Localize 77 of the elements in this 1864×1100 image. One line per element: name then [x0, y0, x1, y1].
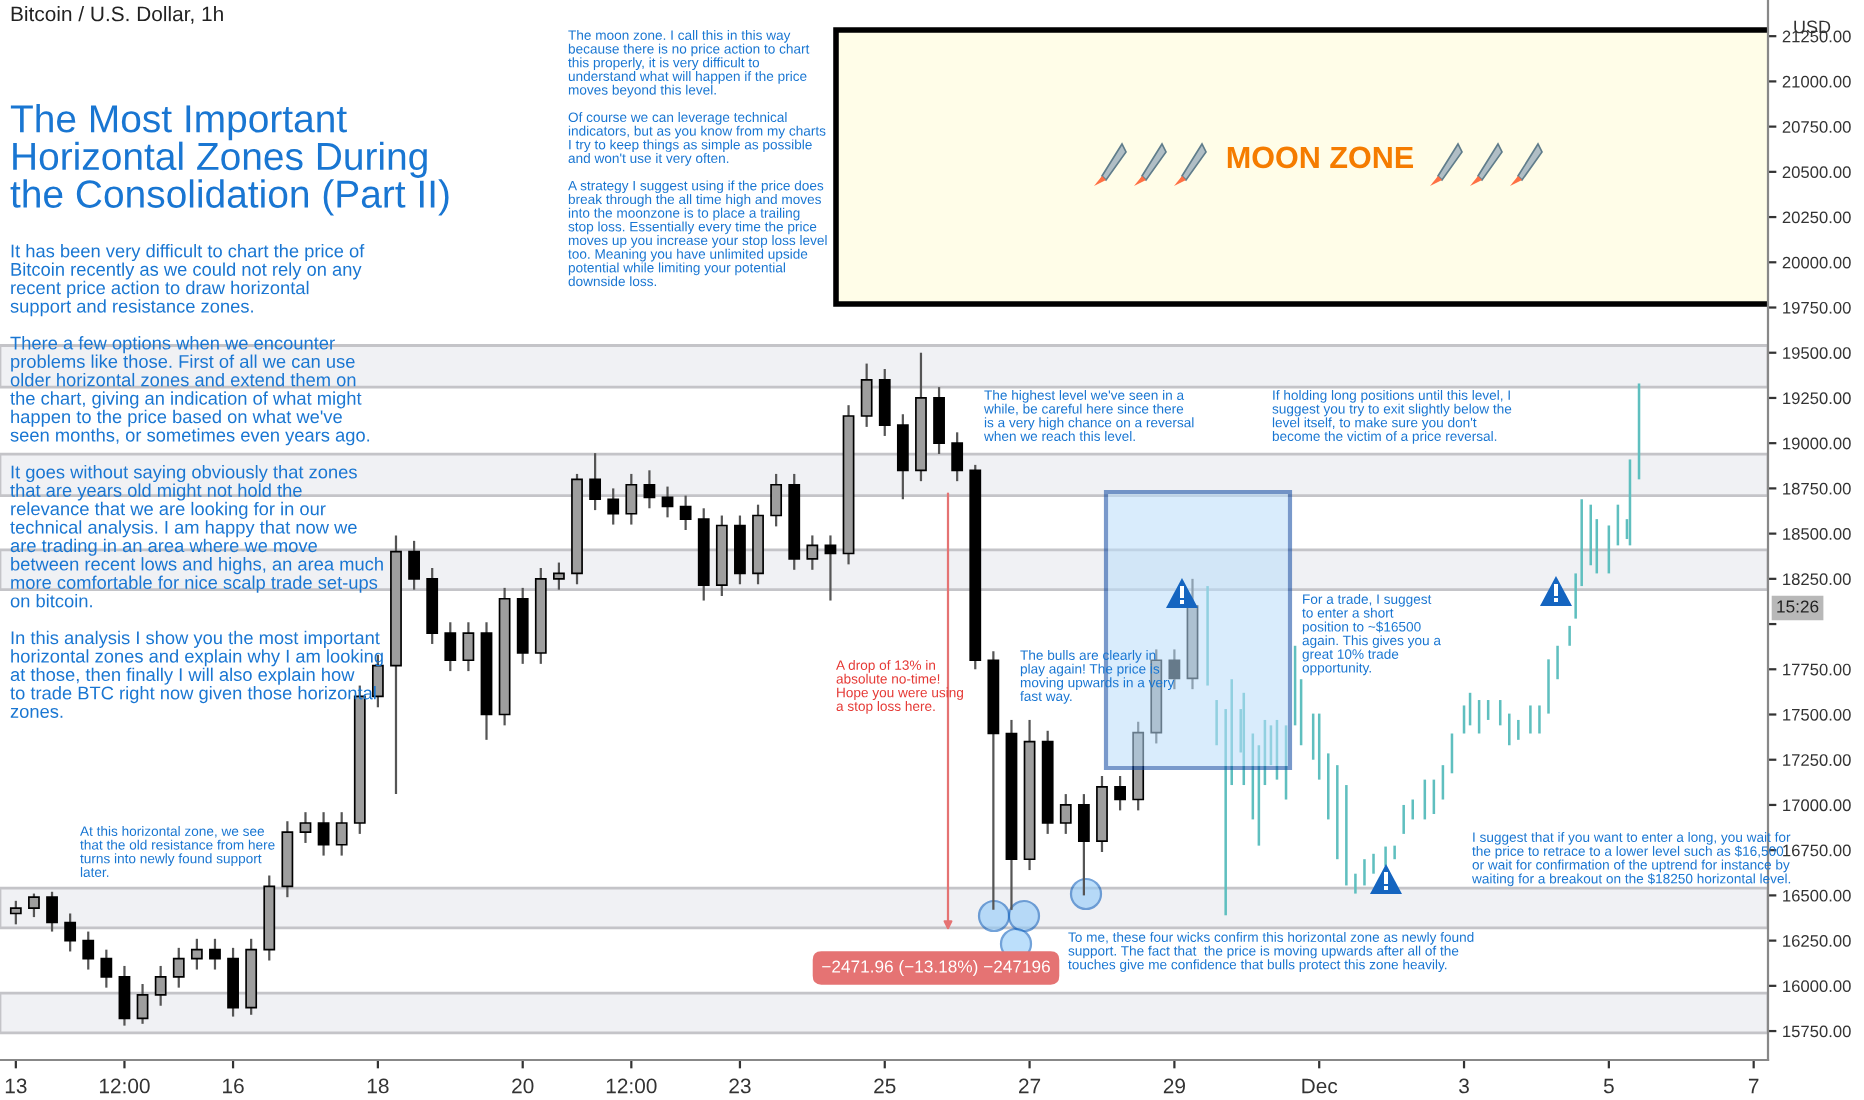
candlestick: [951, 431, 964, 483]
candlestick: [1059, 792, 1072, 835]
candlestick: [100, 948, 113, 989]
candlestick: [136, 982, 149, 1025]
candlestick: [607, 487, 620, 526]
x-tick-label: 12:00: [99, 1078, 150, 1094]
y-tick-label: 21000.00: [1782, 75, 1851, 88]
annotation: MOON ZONE: [1227, 146, 1414, 169]
y-tick-label: 21250.00: [1782, 30, 1851, 43]
candlestick: [806, 534, 819, 571]
candlestick: [860, 362, 873, 428]
candlestick: [1114, 774, 1126, 812]
candlestick: [1077, 792, 1090, 897]
candlestick: [444, 621, 457, 673]
x-tick-label: 16: [223, 1078, 244, 1094]
y-tick-label: 18750.00: [1783, 482, 1851, 495]
x-tick-label: 23: [729, 1078, 751, 1094]
candlestick: [408, 539, 420, 591]
x-tick-label: 12:00: [606, 1078, 657, 1094]
candlestick: [317, 811, 330, 857]
y-tick-label: 17000.00: [1783, 799, 1851, 812]
candlestick: [9, 899, 22, 926]
y-tick-label: 17250.00: [1783, 754, 1851, 766]
y-tick-label: 19750.00: [1783, 301, 1851, 314]
x-tick-label: 27: [1019, 1078, 1041, 1094]
candlestick: [462, 621, 475, 673]
y-tick-label: 16000.00: [1783, 980, 1851, 993]
x-tick-label: 18: [367, 1078, 389, 1094]
x-tick-label: 5: [1603, 1078, 1614, 1094]
candlestick: [154, 964, 167, 1007]
candlestick: [770, 472, 783, 528]
y-tick-label: 18250.00: [1783, 573, 1851, 586]
candlestick: [172, 946, 185, 989]
chart-subtitle: Bitcoin / U.S. Dollar, 1h: [11, 6, 223, 24]
x-tick-label: 13: [5, 1078, 27, 1094]
y-tick-label: 16500.00: [1783, 889, 1851, 902]
x-tick-label: 3: [1459, 1078, 1469, 1094]
candlestick: [589, 452, 602, 512]
y-tick-label: 20750.00: [1782, 121, 1851, 133]
y-tick-label: 20500.00: [1782, 166, 1851, 179]
text: The Most Important Horizontal Zones During the Consolidation (Part II): [10, 104, 449, 216]
candlestick: [933, 385, 945, 456]
x-tick-label: 29: [1163, 1078, 1185, 1094]
candlestick: [679, 494, 692, 532]
candlestick: [190, 937, 203, 971]
candlestick: [209, 937, 221, 971]
candlestick: [553, 561, 565, 591]
x-tick-label: Dec: [1302, 1078, 1338, 1094]
y-tick-label: 17750.00: [1783, 663, 1851, 676]
candlestick: [335, 811, 348, 857]
candlestick: [118, 964, 131, 1027]
y-axis-title: USD: [1794, 20, 1831, 34]
y-tick-label: 16750.00: [1783, 844, 1851, 857]
candlestick: [878, 367, 891, 438]
candlestick: [299, 811, 312, 845]
text: 15:26: [1777, 600, 1819, 613]
y-tick-label: 19000.00: [1783, 437, 1851, 450]
x-tick-label: 20: [512, 1078, 534, 1094]
y-tick-label: 18500.00: [1783, 528, 1851, 540]
y-tick-label: 20250.00: [1782, 211, 1851, 224]
candlestick: [734, 514, 746, 586]
annotation: −2471.96 (−13.18%) −247196: [822, 959, 1050, 977]
x-tick-label: 7: [1748, 1078, 1759, 1094]
y-tick-label: 15750.00: [1783, 1025, 1851, 1038]
y-tick-label: 19250.00: [1783, 392, 1851, 405]
x-tick-label: 25: [874, 1078, 896, 1094]
candlestick: [46, 890, 58, 933]
candlestick: [896, 413, 909, 501]
candlestick: [64, 912, 77, 953]
candlestick: [82, 930, 95, 971]
candlestick: [643, 469, 656, 510]
y-tick-label: 19500.00: [1783, 347, 1851, 359]
y-tick-label: 16250.00: [1783, 935, 1851, 947]
y-tick-label: 20000.00: [1782, 256, 1851, 269]
y-tick-label: 17500.00: [1783, 708, 1851, 721]
candlestick: [28, 892, 40, 919]
candlestick: [625, 472, 638, 526]
